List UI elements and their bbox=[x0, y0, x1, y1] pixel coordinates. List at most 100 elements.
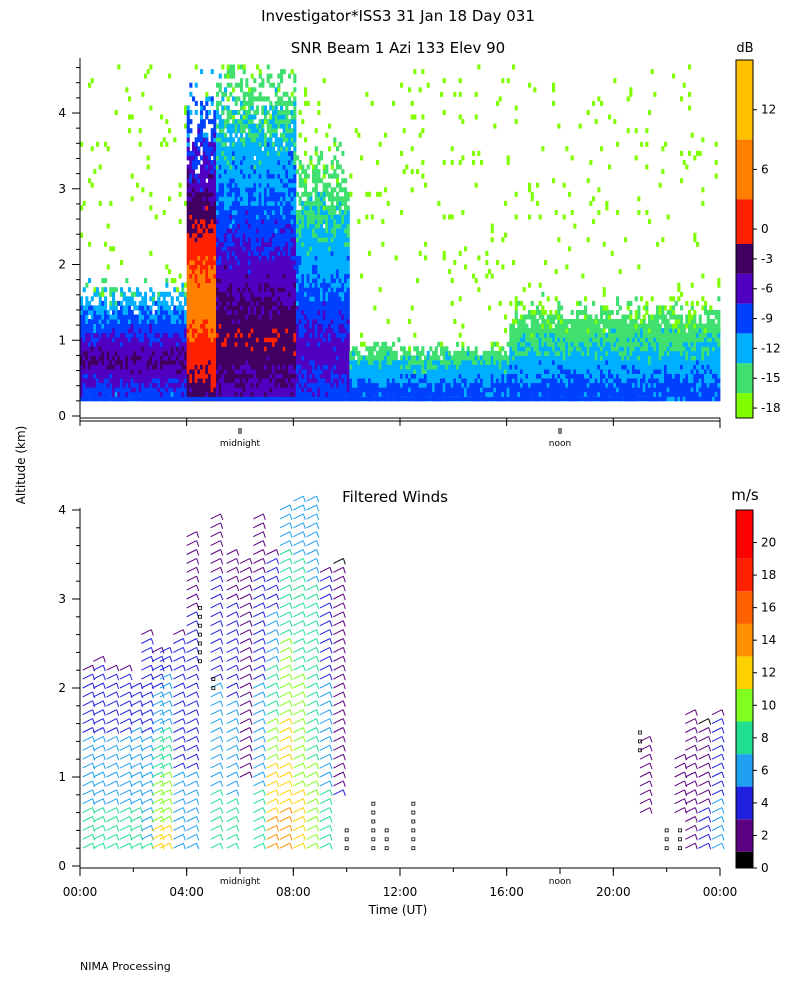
snr-cell bbox=[189, 255, 193, 261]
snr-cell bbox=[338, 278, 342, 284]
snr-cell bbox=[242, 64, 246, 70]
snr-cell bbox=[298, 350, 302, 356]
snr-cell bbox=[317, 191, 321, 197]
snr-cell bbox=[237, 119, 241, 125]
snr-cell bbox=[261, 273, 265, 279]
snr-cell bbox=[106, 319, 110, 324]
snr-cell bbox=[306, 241, 310, 247]
snr-cell bbox=[234, 100, 238, 106]
snr-cell bbox=[152, 387, 156, 393]
snr-cell bbox=[336, 382, 340, 388]
snr-cell bbox=[192, 96, 196, 102]
snr-cell bbox=[258, 319, 262, 324]
snr-cell bbox=[325, 187, 329, 193]
snr-cell bbox=[362, 373, 366, 379]
snr-cell bbox=[181, 287, 185, 293]
snr-cell bbox=[293, 123, 297, 129]
snr-cell bbox=[269, 141, 273, 147]
snr-cell bbox=[413, 387, 417, 393]
snr-cell bbox=[245, 282, 249, 288]
snr-cell bbox=[312, 337, 316, 343]
snr-cell bbox=[234, 237, 238, 243]
snr-cell bbox=[296, 210, 300, 215]
snr-cell bbox=[232, 173, 236, 179]
snr-cell bbox=[312, 341, 316, 347]
snr-cell bbox=[245, 323, 249, 329]
snr-cell bbox=[210, 128, 214, 134]
snr-cell bbox=[277, 350, 281, 356]
snr-cell bbox=[232, 96, 236, 102]
snr-cell bbox=[394, 350, 398, 356]
snr-cell bbox=[218, 337, 222, 343]
snr-cell bbox=[234, 369, 238, 374]
snr-cell bbox=[106, 328, 110, 334]
snr-cell bbox=[261, 137, 265, 143]
snr-cell bbox=[304, 350, 308, 356]
snr-cell bbox=[226, 391, 230, 397]
snr-cell bbox=[216, 187, 220, 193]
snr-cell bbox=[333, 237, 337, 243]
snr-cell bbox=[117, 332, 121, 338]
snr-cell bbox=[186, 282, 190, 288]
snr-cell bbox=[232, 328, 236, 334]
snr-cell bbox=[298, 182, 302, 188]
snr-cell bbox=[82, 337, 86, 343]
snr-cell bbox=[149, 323, 153, 329]
snr-cell bbox=[322, 359, 326, 365]
snr-cell bbox=[234, 296, 238, 302]
snr-cell bbox=[269, 146, 273, 152]
snr-cell bbox=[221, 246, 225, 252]
snr-cell bbox=[210, 160, 214, 165]
snr-cell bbox=[221, 128, 225, 134]
snr-cell bbox=[205, 210, 209, 215]
snr-cell bbox=[346, 228, 350, 234]
snr-cell bbox=[181, 364, 185, 370]
snr-cell bbox=[264, 269, 268, 275]
snr-cell bbox=[317, 369, 321, 374]
snr-cell bbox=[160, 382, 164, 388]
snr-cell bbox=[288, 382, 292, 388]
snr-cell bbox=[210, 219, 214, 225]
snr-cell bbox=[154, 300, 158, 306]
snr-cell bbox=[320, 282, 324, 288]
snr-cell bbox=[128, 337, 132, 343]
snr-cell bbox=[333, 214, 337, 220]
snr-cell bbox=[368, 391, 372, 397]
snr-cell bbox=[309, 346, 313, 352]
snr-cell bbox=[218, 219, 222, 225]
snr-cell bbox=[194, 141, 198, 147]
snr-cell bbox=[389, 346, 393, 352]
snr-cell bbox=[152, 319, 156, 324]
snr-cell bbox=[301, 191, 305, 197]
snr-cell bbox=[280, 196, 284, 202]
snr-cell bbox=[197, 232, 201, 238]
snr-cell bbox=[210, 273, 214, 279]
snr-cell bbox=[122, 291, 126, 297]
snr-cell bbox=[136, 332, 140, 338]
snr-cell bbox=[317, 382, 321, 388]
snr-cell bbox=[229, 150, 233, 156]
snr-cell bbox=[146, 359, 150, 365]
snr-cell bbox=[133, 359, 137, 365]
snr-cell bbox=[173, 332, 177, 338]
snr-cell bbox=[240, 350, 244, 356]
snr-cell bbox=[285, 100, 289, 106]
snr-cell bbox=[189, 237, 193, 243]
snr-cell bbox=[269, 205, 273, 211]
snr-cell bbox=[381, 373, 385, 379]
snr-cell bbox=[109, 364, 113, 370]
snr-cell bbox=[205, 387, 209, 393]
snr-cell bbox=[109, 341, 113, 347]
snr-cell bbox=[373, 378, 377, 384]
snr-cell bbox=[405, 359, 409, 365]
snr-cell bbox=[261, 287, 265, 293]
snr-cell bbox=[282, 260, 286, 265]
snr-cell bbox=[234, 191, 238, 197]
snr-cell bbox=[168, 337, 172, 343]
snr-cell bbox=[346, 359, 350, 365]
snr-cell bbox=[106, 346, 110, 352]
snr-cell bbox=[285, 369, 289, 374]
snr-cell bbox=[248, 128, 252, 134]
snr-cell bbox=[181, 350, 185, 356]
snr-cell bbox=[210, 100, 214, 106]
